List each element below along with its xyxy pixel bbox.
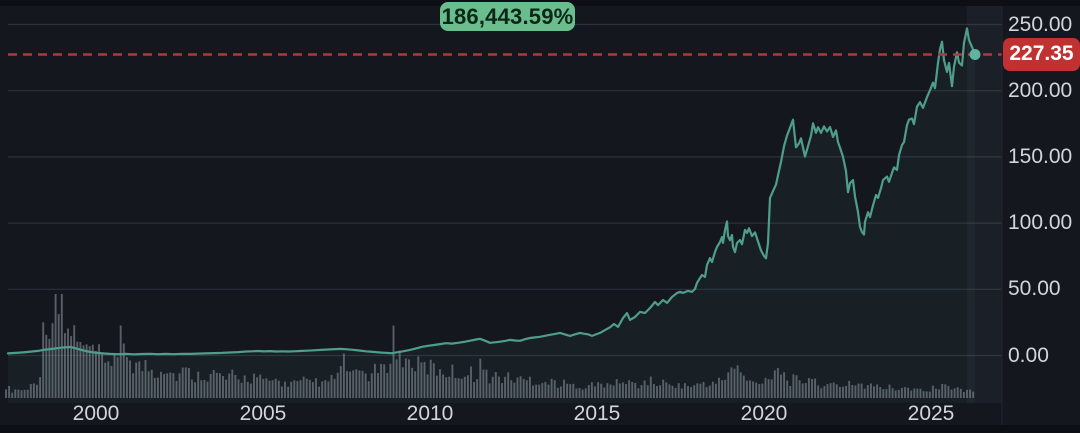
price-line: [6, 27, 977, 356]
volume-bars: [5, 294, 975, 398]
y-axis-tick-label: 150.00: [1008, 144, 1073, 168]
x-axis-tick-label: 2025: [907, 402, 955, 425]
y-axis-tick-label: 0.00: [1008, 343, 1049, 367]
last-price-value: 227.35: [1009, 42, 1074, 66]
bottom-edge-strip: [0, 425, 1080, 433]
x-axis-tick-label: 2010: [406, 402, 454, 425]
x-axis-tick-label: 2015: [573, 402, 621, 425]
x-axis-tick-label: 2020: [740, 402, 788, 425]
y-axis-tick-label: 100.00: [1008, 211, 1073, 235]
price-axis[interactable]: 250.00 200.00 150.00 100.00 50.00 0.00: [1002, 0, 1080, 403]
x-axis-tick-label: 2005: [239, 402, 287, 425]
y-axis-tick-label: 50.00: [1008, 277, 1061, 301]
time-axis[interactable]: 2000 2005 2010 2015 2020 2025: [0, 403, 1002, 425]
y-axis-tick-label: 200.00: [1008, 78, 1073, 102]
percent-change-value: 186,443.59%: [441, 3, 574, 29]
last-price-label: 227.35: [1003, 37, 1080, 71]
horizontal-gridlines: [8, 23, 1002, 357]
recent-highlight-band: [967, 6, 1002, 403]
percent-change-badge: 186,443.59%: [440, 2, 575, 31]
price-area-fill: [8, 28, 975, 403]
y-axis-tick-label: 250.00: [1008, 12, 1073, 36]
x-axis-tick-label: 2000: [72, 402, 120, 425]
last-point-marker: [969, 48, 981, 60]
